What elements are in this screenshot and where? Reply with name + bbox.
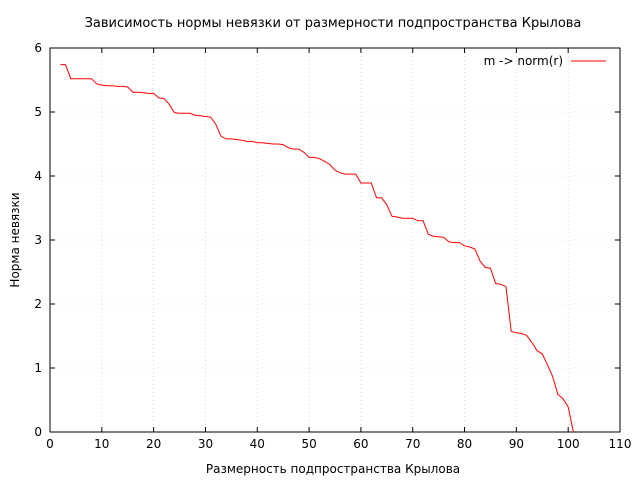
y-tick-label: 4: [34, 169, 42, 183]
y-tick-label: 1: [34, 361, 42, 375]
series-line: [60, 64, 574, 433]
x-tick-label: 40: [250, 437, 265, 451]
y-tick-label: 0: [34, 425, 42, 439]
x-tick-label: 50: [301, 437, 316, 451]
chart-title: Зависимость нормы невязки от размерности…: [85, 16, 582, 31]
y-tick-label: 2: [34, 297, 42, 311]
x-tick-label: 30: [198, 437, 213, 451]
x-tick-label: 110: [609, 437, 632, 451]
legend: m -> norm(r): [484, 54, 606, 68]
x-tick-label: 80: [457, 437, 472, 451]
legend-label: m -> norm(r): [484, 54, 563, 68]
y-tick-label: 6: [34, 41, 42, 55]
x-tick-label: 60: [353, 437, 368, 451]
grid: [50, 48, 620, 432]
y-tick-label: 3: [34, 233, 42, 247]
y-tick-label: 5: [34, 105, 42, 119]
y-axis-label: Норма невязки: [8, 192, 22, 287]
x-tick-label: 100: [557, 437, 580, 451]
ticks: 0 10 20 30 40 50 60 70 80 90 100 110 0 1 2 3 4 5 6: [34, 41, 631, 451]
x-tick-label: 0: [46, 437, 54, 451]
x-tick-label: 70: [405, 437, 420, 451]
x-axis-label: Размерность подпространства Крылова: [206, 462, 460, 476]
x-tick-label: 20: [146, 437, 161, 451]
plot-frame: [49, 47, 621, 433]
x-tick-label: 90: [509, 437, 524, 451]
x-tick-label: 10: [94, 437, 109, 451]
